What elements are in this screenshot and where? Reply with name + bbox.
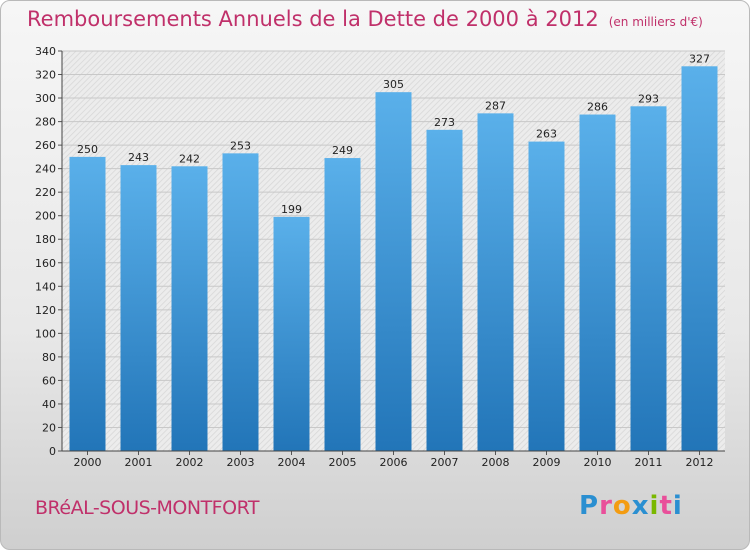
y-tick-label: 140 — [35, 280, 56, 293]
bar-2000 — [69, 156, 106, 451]
y-tick-label: 60 — [42, 374, 56, 387]
y-tick-label: 80 — [42, 351, 56, 364]
bar-value-label: 305 — [383, 78, 404, 91]
x-tick-label: 2007 — [431, 456, 459, 469]
y-tick-label: 180 — [35, 233, 56, 246]
y-tick-label: 40 — [42, 398, 56, 411]
bar-2003 — [222, 153, 259, 451]
y-tick-label: 340 — [35, 45, 56, 58]
y-axis: 0 20 40 60 80 100 120 140 160 180 200 220 240 260 280 3… — [35, 45, 63, 458]
y-tick-label: 320 — [35, 69, 56, 82]
y-tick-label: 120 — [35, 304, 56, 317]
logo-letter: t — [659, 491, 673, 521]
x-tick-label: 2000 — [74, 456, 102, 469]
bar-2004 — [273, 216, 310, 451]
x-tick-label: 2012 — [686, 456, 714, 469]
chart-unit: (en milliers d'€) — [608, 15, 703, 29]
bar-2001 — [120, 165, 157, 451]
x-tick-label: 2002 — [176, 456, 204, 469]
x-tick-label: 2003 — [227, 456, 255, 469]
bar-2005 — [324, 158, 361, 451]
y-tick-label: 240 — [35, 163, 56, 176]
bar-2008 — [477, 113, 514, 452]
bar-value-label: 250 — [77, 143, 98, 156]
logo-letter: i — [672, 491, 683, 521]
bar-value-label: 286 — [587, 101, 608, 114]
bar-value-label: 273 — [434, 116, 455, 129]
logo-letter: x — [631, 491, 650, 521]
logo-letter: r — [599, 491, 613, 521]
bar-value-label: 243 — [128, 151, 149, 164]
city-name: BRéAL-SOUS-MONTFORT — [35, 497, 260, 519]
x-tick-label: 2005 — [329, 456, 357, 469]
logo-letter: o — [612, 491, 632, 521]
bar-value-label: 287 — [485, 99, 506, 112]
bar-2002 — [171, 166, 208, 451]
bar-2012 — [681, 66, 718, 451]
bar-2007 — [426, 129, 463, 451]
bar-2011 — [630, 106, 667, 451]
chart-title-text: Remboursements Annuels de la Dette de 20… — [27, 7, 599, 31]
bar-value-label: 199 — [281, 203, 302, 216]
x-axis: 2000 2001 2002 2003 2004 2005 2006 2007 2008 2009… — [62, 450, 725, 469]
y-tick-label: 280 — [35, 116, 56, 129]
logo-letter: P — [579, 491, 600, 521]
logo-letter: i — [649, 491, 660, 521]
y-tick-label: 100 — [35, 327, 56, 340]
y-tick-label: 300 — [35, 92, 56, 105]
y-tick-label: 160 — [35, 257, 56, 270]
x-tick-label: 2009 — [533, 456, 561, 469]
bar-2010 — [579, 114, 616, 451]
bar-value-label: 253 — [230, 139, 251, 152]
y-tick-label: 0 — [49, 445, 56, 458]
y-tick-label: 220 — [35, 186, 56, 199]
x-tick-label: 2001 — [125, 456, 153, 469]
bars: 250 243 242 253 199 249 305 273 287 263 286 293 327 — [69, 52, 718, 452]
x-tick-label: 2008 — [482, 456, 510, 469]
chart-title: Remboursements Annuels de la Dette de 20… — [27, 7, 703, 31]
bar-value-label: 249 — [332, 144, 353, 157]
bar-value-label: 242 — [179, 152, 200, 165]
y-tick-label: 200 — [35, 210, 56, 223]
bar-value-label: 263 — [536, 128, 557, 141]
x-tick-label: 2010 — [584, 456, 612, 469]
bar-2006 — [375, 92, 412, 452]
bar-2009 — [528, 141, 565, 451]
bar-value-label: 293 — [638, 92, 659, 105]
x-tick-label: 2004 — [278, 456, 306, 469]
x-tick-label: 2006 — [380, 456, 408, 469]
x-tick-label: 2011 — [635, 456, 663, 469]
proxiti-logo: Proxiti — [579, 491, 683, 521]
y-tick-label: 260 — [35, 139, 56, 152]
bar-value-label: 327 — [689, 52, 710, 65]
y-tick-label: 20 — [42, 421, 56, 434]
